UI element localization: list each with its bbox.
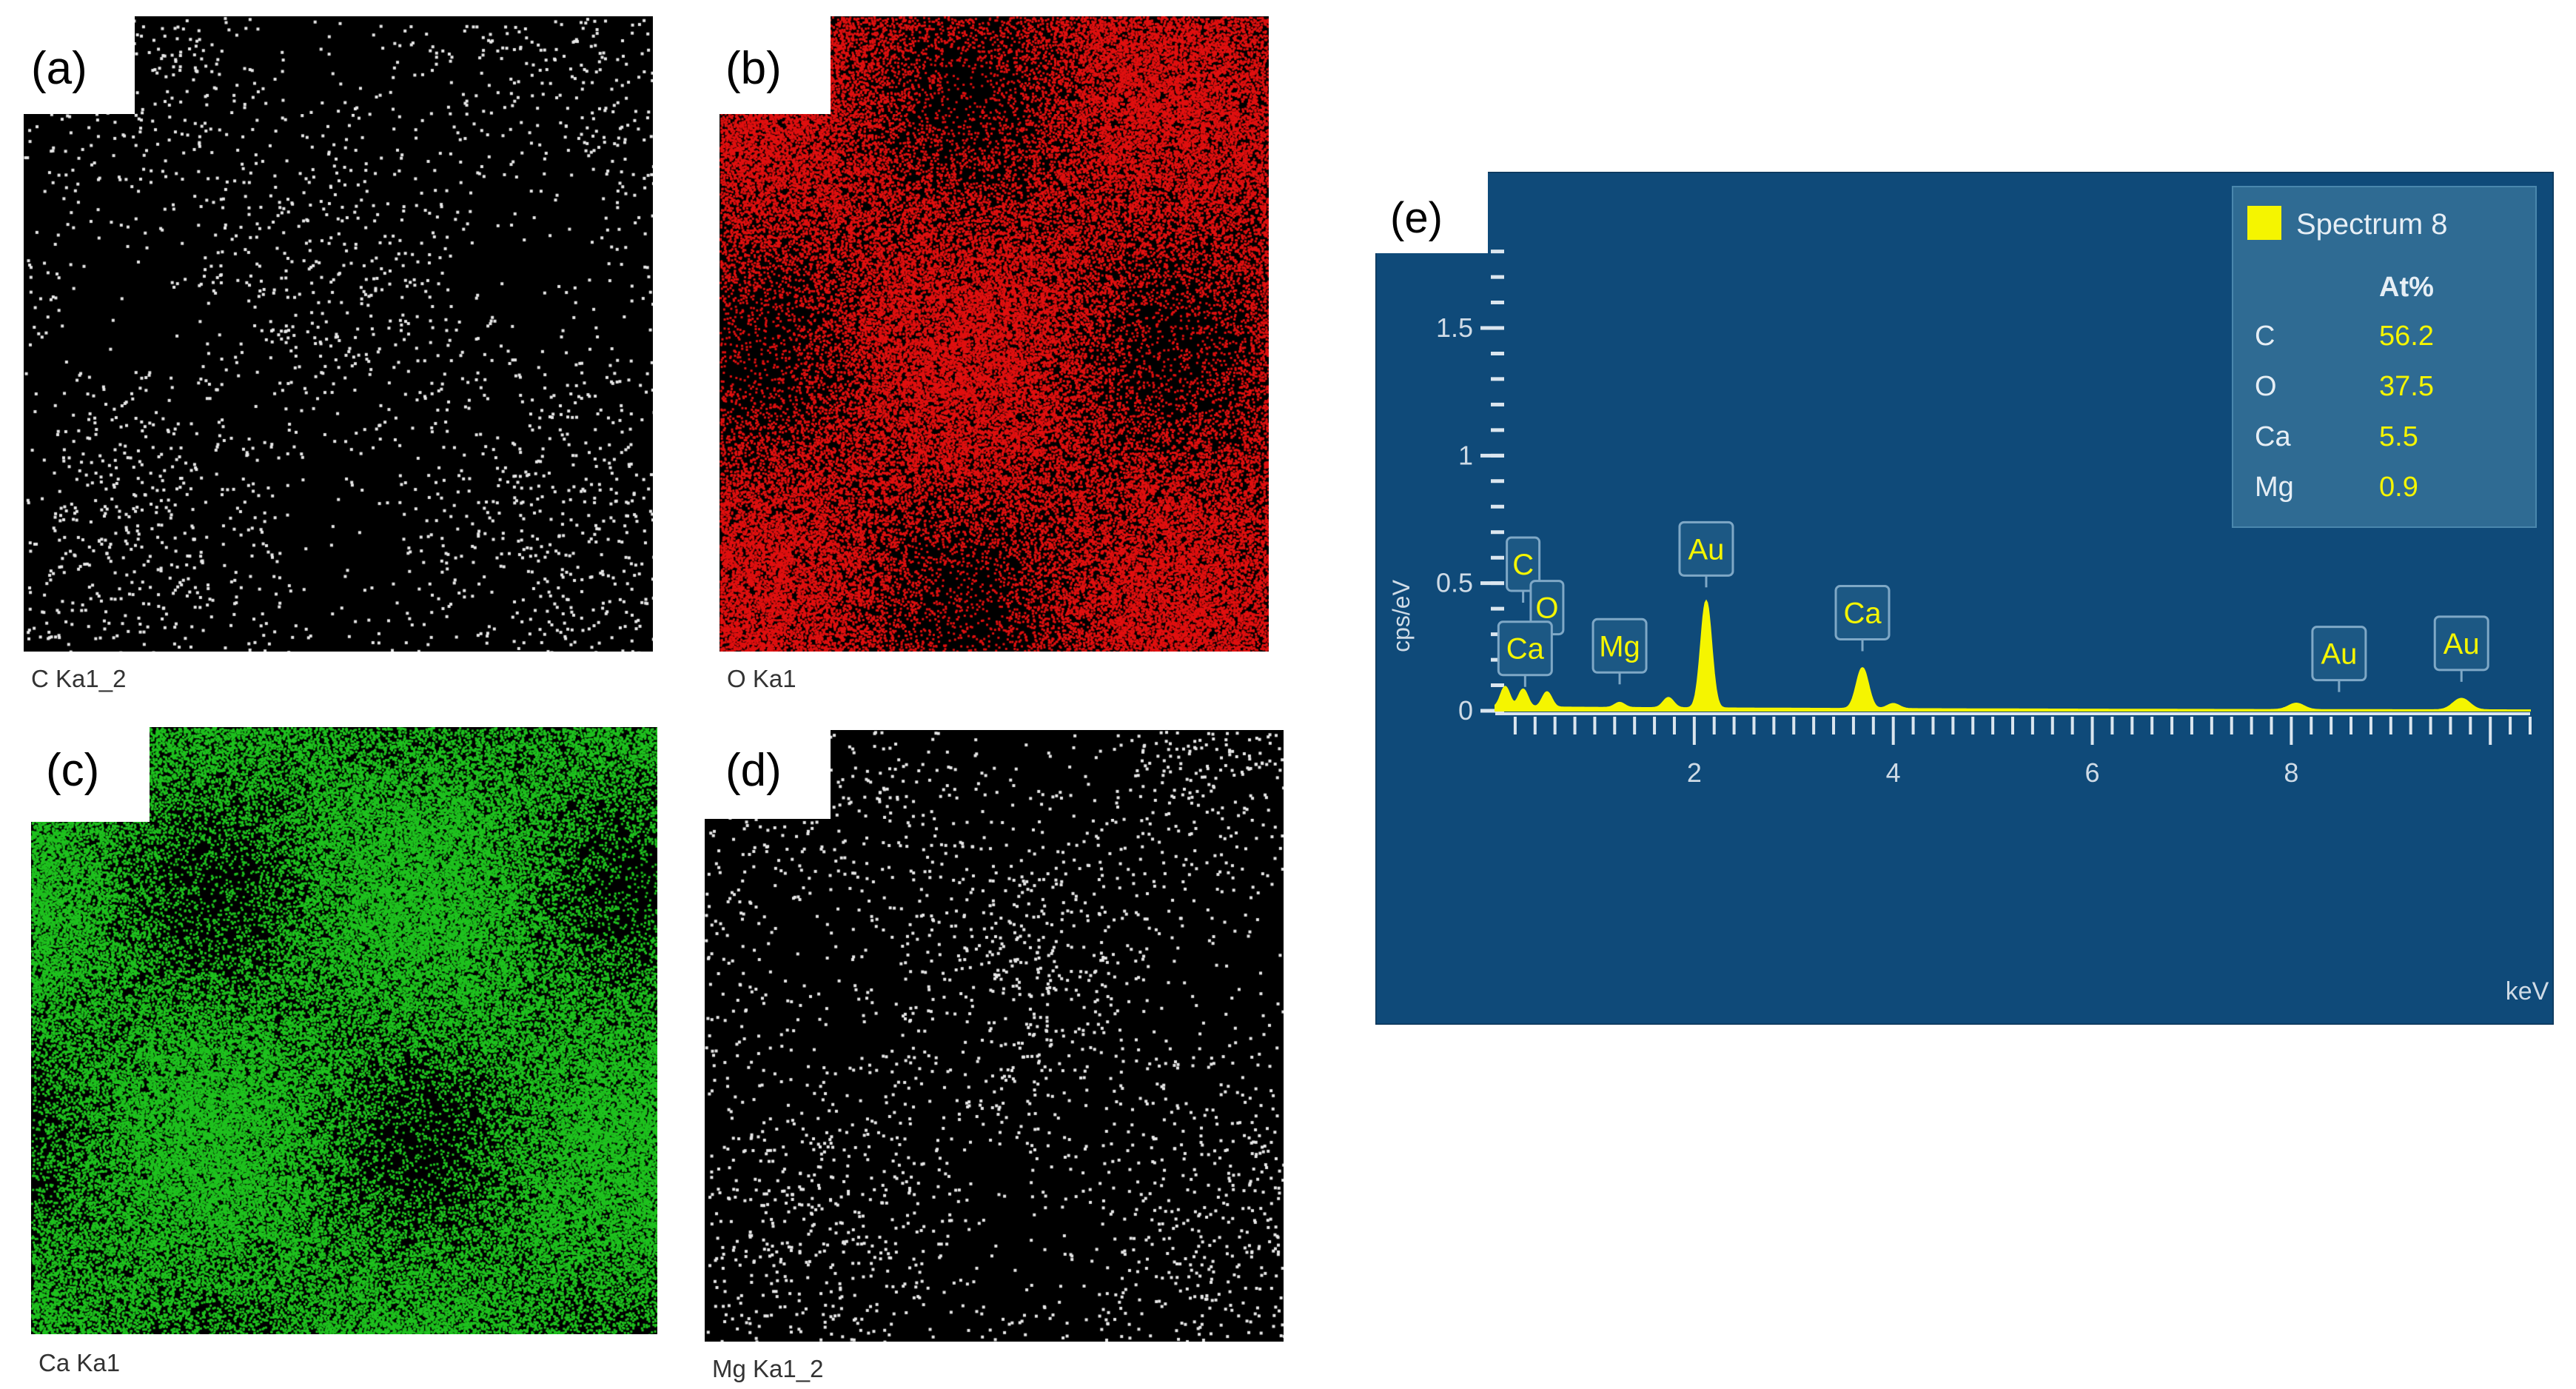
panel-label-c: (c)	[46, 745, 100, 796]
panel-label-box	[720, 16, 831, 114]
panel-label-a: (a)	[31, 43, 87, 94]
peak-label-text: Au	[2443, 628, 2480, 660]
y-axis-label: cps/eV	[1388, 579, 1415, 652]
peak-label: C	[1506, 536, 1541, 603]
x-tick-label: 8	[2284, 757, 2298, 788]
legend-value: 5.5	[2379, 421, 2418, 452]
caption-c-ka1-2: C Ka1_2	[31, 665, 127, 692]
panel-label-d: (d)	[725, 745, 782, 796]
x-tick-label: 2	[1687, 757, 1702, 788]
peak-label-text: Mg	[1599, 630, 1640, 663]
peak-label-text: C	[1512, 549, 1534, 581]
x-axis: 2 4 6 8	[1495, 712, 2532, 788]
peak-label: Au	[2311, 626, 2367, 692]
caption-mg-ka1-2: Mg Ka1_2	[712, 1355, 824, 1382]
legend-element: O	[2255, 371, 2277, 402]
map-o-ka1: (b)	[720, 16, 1269, 652]
peak-point	[1619, 705, 1621, 707]
peak-label: Ca	[1834, 584, 1891, 652]
map-mg-ka1-2: (d)	[705, 730, 1284, 1342]
peak-label-text: Au	[1688, 533, 1725, 566]
panel-label-box	[24, 16, 135, 114]
map-a-canvas	[24, 16, 653, 652]
panel-label-box	[1375, 172, 1488, 253]
legend-swatch	[2247, 206, 2281, 240]
peak-label: Au	[2433, 615, 2489, 682]
legend-box	[2232, 186, 2537, 528]
map-c-canvas	[31, 727, 657, 1334]
peak-point	[1705, 603, 1707, 605]
peak-point	[2461, 698, 2463, 700]
peak-point	[2295, 703, 2298, 706]
peak-label-text: Ca	[1506, 633, 1545, 666]
spectrum-legend: Spectrum 8 At% C 56.2 O 37.5 Ca 5.5 Mg 0.9	[2232, 186, 2537, 528]
panel-label-box	[31, 727, 150, 822]
peak-label: Mg	[1591, 617, 1648, 685]
map-ca-ka1: (c)	[31, 727, 657, 1334]
peak-point	[1667, 700, 1669, 702]
y-tick-label: 0.5	[1436, 568, 1473, 598]
panel-label-b: (b)	[725, 43, 782, 94]
map-b-canvas	[720, 16, 1269, 652]
peak-label: Ca	[1497, 620, 1553, 687]
caption-ca-ka1: Ca Ka1	[38, 1349, 121, 1376]
peak-point	[1522, 692, 1524, 694]
panel-label-e: (e)	[1390, 194, 1443, 242]
legend-table-header: At%	[2379, 272, 2434, 303]
peak-point	[1504, 689, 1506, 692]
peak-label-text: Ca	[1843, 597, 1882, 629]
x-tick-label: 4	[1886, 757, 1901, 788]
peak-labels: CO Ca Mg Au Ca Au Au	[1497, 521, 2489, 692]
legend-table-rows: C 56.2 O 37.5 Ca 5.5 Mg 0.9	[2255, 321, 2434, 503]
peak-label-text: O	[1535, 592, 1558, 625]
legend-element: Mg	[2255, 472, 2294, 503]
x-tick-label: 6	[2085, 757, 2100, 788]
legend-value: 56.2	[2379, 321, 2434, 352]
peak-point	[1546, 694, 1548, 697]
peak-label: Au	[1678, 521, 1734, 588]
map-d-canvas	[705, 730, 1284, 1342]
legend-value: 37.5	[2379, 371, 2434, 402]
peak-point	[1892, 705, 1894, 707]
caption-o-ka1: O Ka1	[727, 665, 796, 692]
legend-element: C	[2255, 321, 2275, 352]
panel-label-box	[705, 730, 831, 819]
map-c-ka1-2: (a)	[24, 16, 653, 652]
legend-value: 0.9	[2379, 472, 2418, 503]
legend-element: Ca	[2255, 421, 2291, 452]
spectrum-area	[1495, 599, 2531, 712]
x-axis-label: keV	[2506, 977, 2549, 1005]
y-tick-label: 1.5	[1436, 312, 1473, 343]
spectrum-trace	[1495, 599, 2531, 712]
y-tick-label: 0	[1458, 695, 1473, 726]
legend-series-name: Spectrum 8	[2296, 208, 2448, 241]
peak-point	[1862, 669, 1864, 671]
y-tick-label: 1	[1458, 440, 1473, 470]
peak-label-text: Au	[2321, 638, 2357, 671]
